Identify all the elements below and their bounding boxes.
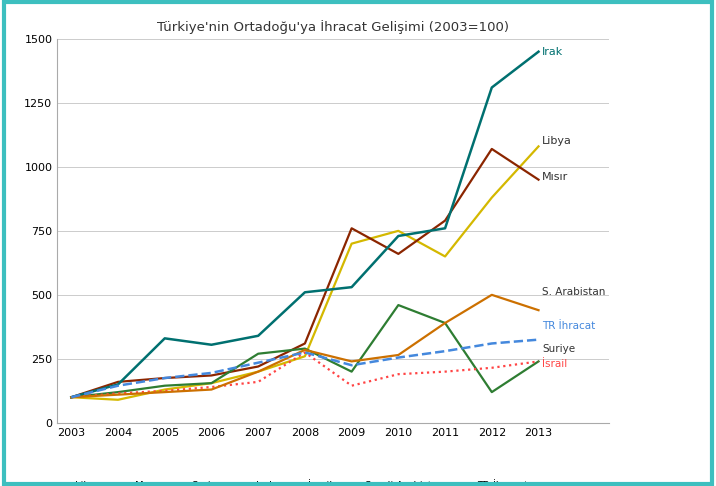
Suudi Arabistan xyxy=(67,394,76,400)
Irak xyxy=(347,284,356,290)
Suudi Arabistan xyxy=(114,392,122,398)
Line: Mısır: Mısır xyxy=(72,149,538,397)
İsrail xyxy=(67,394,76,400)
Libya xyxy=(441,254,450,260)
TR İhracat xyxy=(207,370,216,376)
TR İhracat xyxy=(67,394,76,400)
İsrail xyxy=(347,383,356,389)
Suriye xyxy=(114,389,122,395)
Irak xyxy=(67,394,76,400)
İsrail xyxy=(534,359,543,364)
Libya xyxy=(394,228,402,234)
TR İhracat xyxy=(534,337,543,343)
Libya xyxy=(301,353,309,359)
Mısır xyxy=(394,251,402,257)
Mısır xyxy=(441,218,450,224)
Line: Suudi Arabistan: Suudi Arabistan xyxy=(72,295,538,397)
Suriye xyxy=(207,380,216,386)
Line: TR İhracat: TR İhracat xyxy=(72,340,538,397)
Suudi Arabistan xyxy=(534,307,543,313)
TR İhracat xyxy=(488,341,496,347)
Mısır xyxy=(301,341,309,347)
Line: Suriye: Suriye xyxy=(72,305,538,397)
Libya xyxy=(254,369,263,375)
İsrail xyxy=(394,371,402,377)
Libya xyxy=(347,241,356,246)
Suriye xyxy=(394,302,402,308)
Line: Libya: Libya xyxy=(72,146,538,400)
Suudi Arabistan xyxy=(160,389,169,395)
Suriye xyxy=(301,346,309,351)
Suriye xyxy=(160,383,169,389)
İsrail xyxy=(441,369,450,375)
Libya xyxy=(114,397,122,403)
Irak xyxy=(534,49,543,54)
İsrail xyxy=(160,388,169,394)
TR İhracat xyxy=(441,348,450,354)
Suriye xyxy=(534,359,543,364)
Mısır xyxy=(160,375,169,381)
Mısır xyxy=(534,177,543,183)
Line: İsrail: İsrail xyxy=(72,352,538,397)
Text: Mısır: Mısır xyxy=(542,172,569,182)
Libya xyxy=(67,394,76,400)
Suriye xyxy=(67,394,76,400)
Suudi Arabistan xyxy=(488,292,496,298)
Suudi Arabistan xyxy=(301,347,309,353)
Libya xyxy=(488,195,496,201)
Suudi Arabistan xyxy=(394,352,402,358)
TR İhracat xyxy=(301,349,309,355)
Libya xyxy=(534,143,543,149)
Suudi Arabistan xyxy=(441,320,450,326)
Irak xyxy=(301,289,309,295)
Line: Irak: Irak xyxy=(72,52,538,397)
Suriye xyxy=(347,369,356,375)
Irak xyxy=(207,342,216,347)
Text: Irak: Irak xyxy=(542,47,563,57)
Text: Libya: Libya xyxy=(542,136,572,146)
Mısır xyxy=(488,146,496,152)
İsrail xyxy=(488,365,496,371)
Suriye xyxy=(441,320,450,326)
Legend: Libya, Mısır, Suriye, Irak, İsrail, Suudi Arabistan, TR İhracat: Libya, Mısır, Suriye, Irak, İsrail, Suud… xyxy=(45,477,533,486)
Libya xyxy=(160,387,169,393)
TR İhracat xyxy=(254,360,263,365)
İsrail xyxy=(301,349,309,355)
TR İhracat xyxy=(160,375,169,381)
Irak xyxy=(160,335,169,341)
Suudi Arabistan xyxy=(254,369,263,375)
Suudi Arabistan xyxy=(207,387,216,393)
Irak xyxy=(254,333,263,339)
Libya xyxy=(207,380,216,386)
Suriye xyxy=(254,351,263,357)
Text: İsrail: İsrail xyxy=(542,359,568,369)
Text: S. Arabistan: S. Arabistan xyxy=(542,287,606,297)
Suriye xyxy=(488,389,496,395)
İsrail xyxy=(114,390,122,396)
Text: TR İhracat: TR İhracat xyxy=(542,321,596,330)
Suudi Arabistan xyxy=(347,359,356,364)
Mısır xyxy=(347,226,356,231)
Mısır xyxy=(67,394,76,400)
Mısır xyxy=(114,379,122,385)
TR İhracat xyxy=(347,363,356,368)
İsrail xyxy=(207,384,216,390)
Irak xyxy=(488,85,496,90)
Irak xyxy=(441,226,450,231)
TR İhracat xyxy=(394,355,402,361)
Irak xyxy=(114,382,122,387)
İsrail xyxy=(254,379,263,385)
Title: Türkiye'nin Ortadoğu'ya İhracat Gelişimi (2003=100): Türkiye'nin Ortadoğu'ya İhracat Gelişimi… xyxy=(157,19,509,34)
Text: Suriye: Suriye xyxy=(542,344,576,354)
Mısır xyxy=(207,373,216,379)
TR İhracat xyxy=(114,383,122,389)
Irak xyxy=(394,233,402,239)
Mısır xyxy=(254,364,263,369)
